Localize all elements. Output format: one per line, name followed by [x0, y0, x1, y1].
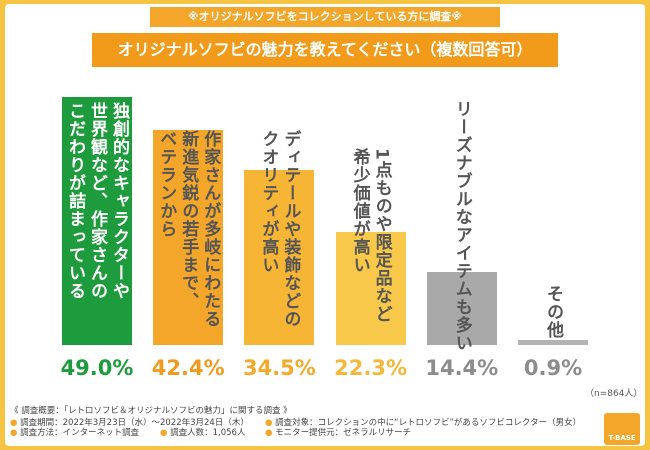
bar [518, 340, 588, 345]
category-label: 作家さんが多岐にわたる 新進気鋭の若手まで、 ベテランから [156, 130, 221, 328]
sample-note: （n=864人） [585, 389, 643, 399]
category-label: 独創的なキャラクターや 世界観など、作家さんの こだわりが詰まっている [65, 102, 129, 300]
value-label: 0.9% [523, 356, 583, 380]
bar [244, 170, 315, 345]
bar [153, 130, 224, 345]
category-label: ディテールや装飾などの クオリティが高い [258, 130, 301, 328]
banner: ※オリジナルソフビをコレクションしている方に調査※ [150, 7, 500, 27]
bar [335, 231, 406, 345]
value-label: 49.0% [60, 356, 134, 380]
footer-heading: 《 調査概要：「レトロソフビ＆オリジナルソフビの魅力」に関する調査 》 [10, 406, 292, 416]
value-label: 14.4% [425, 356, 499, 380]
footer-item: 調査対象：コレクションの中に“レトロソフビ”があるソフビコレクター（男女） [265, 418, 581, 429]
footer-item: 調査期間：2022年3月23日（水）〜2022年3月24日（木） [10, 418, 249, 429]
category-label: 1点ものや限定品など 希少価値が高い [349, 148, 392, 323]
value-label: 42.4% [151, 356, 225, 380]
footer: 《 調査概要：「レトロソフビ＆オリジナルソフビの魅力」に関する調査 》 調査期間… [10, 406, 581, 438]
footer-item: 調査人数：1,056人 [160, 428, 245, 439]
chart-title: オリジナルソフビの魅力を教えてください（複数回答可） [92, 33, 558, 67]
footer-item: モニター提供元：ゼネラルリサーチ [265, 428, 411, 439]
category-label: その他 [543, 285, 563, 339]
footer-item: 調査方法：インターネット調査 [10, 428, 139, 439]
value-label: 34.5% [242, 356, 316, 380]
bar [426, 271, 497, 345]
category-label: リーズナブルなアイテムも多い [451, 100, 472, 352]
bar [62, 96, 132, 345]
value-label: 22.3% [334, 356, 408, 380]
logo: T-BASE [604, 413, 640, 445]
